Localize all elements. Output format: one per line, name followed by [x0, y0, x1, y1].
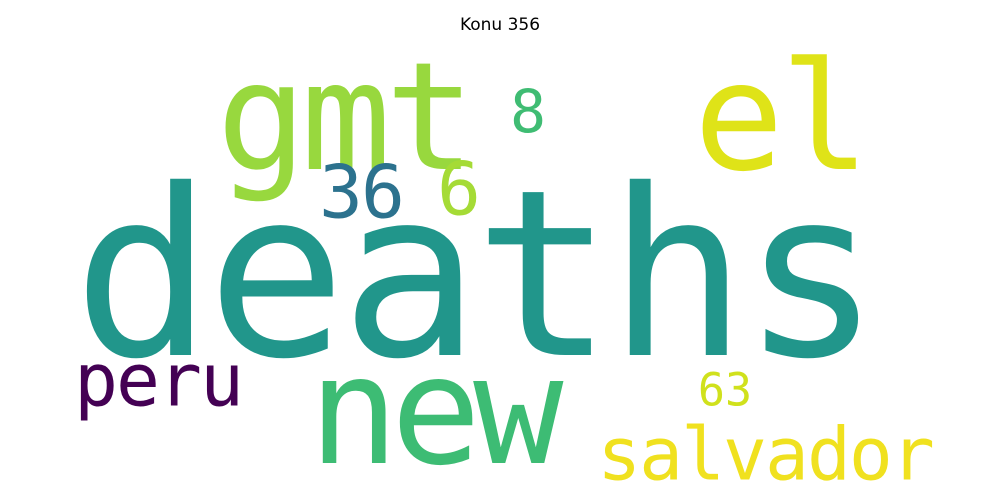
chart-title: Konu 356: [459, 15, 541, 35]
word-8: 8: [509, 77, 547, 147]
word-new: new: [308, 325, 564, 499]
word-deaths: deaths: [72, 140, 881, 410]
word-salvador: salvador: [597, 412, 935, 498]
word-63: 63: [697, 363, 753, 417]
word-el: el: [693, 31, 871, 205]
word-peru: peru: [74, 338, 244, 424]
word-gmt: gmt: [216, 31, 476, 205]
word-6: 6: [437, 147, 481, 233]
word-36: 36: [319, 150, 405, 236]
